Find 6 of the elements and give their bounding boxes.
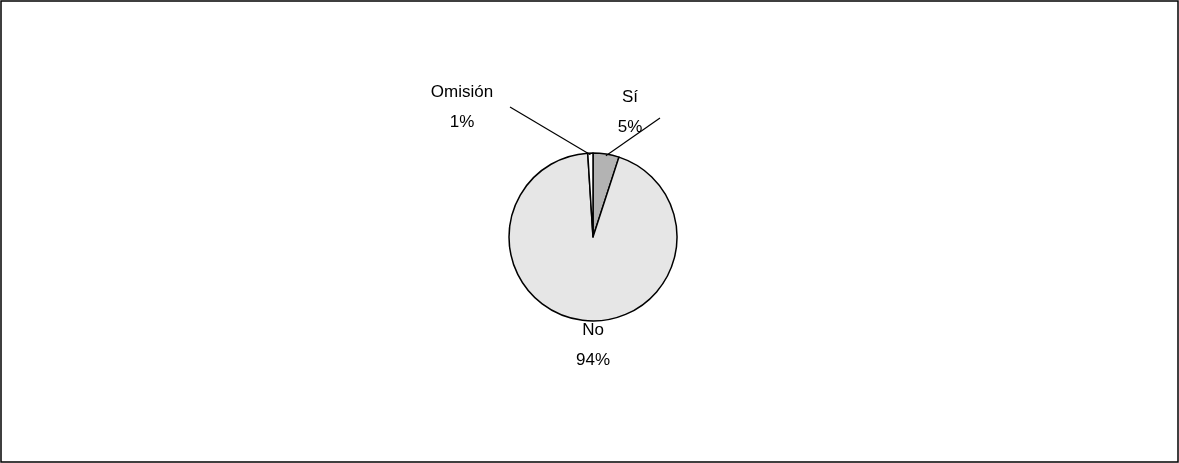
slice-label: Sí xyxy=(621,87,639,106)
slice-label: No xyxy=(582,320,604,339)
data-label: 5% xyxy=(617,117,643,136)
data-label: 94% xyxy=(575,350,611,369)
data-label: 1% xyxy=(449,112,475,131)
slice-label: Omisión xyxy=(430,82,494,101)
